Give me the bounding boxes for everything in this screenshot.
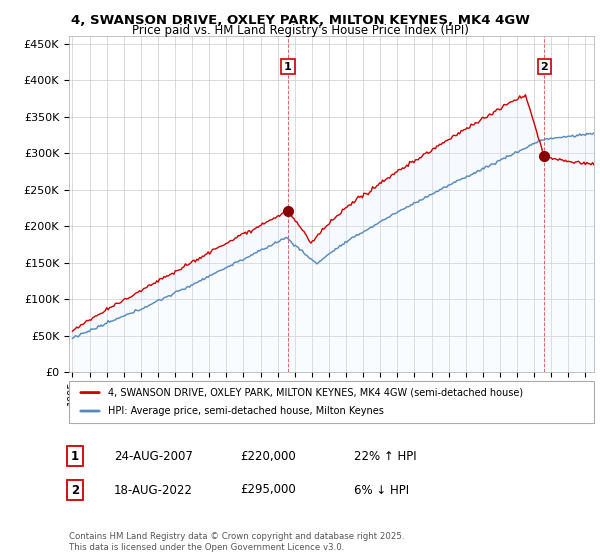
Text: 1: 1 — [284, 62, 292, 72]
Text: 18-AUG-2022: 18-AUG-2022 — [114, 483, 193, 497]
Text: £220,000: £220,000 — [240, 450, 296, 463]
Text: HPI: Average price, semi-detached house, Milton Keynes: HPI: Average price, semi-detached house,… — [108, 406, 384, 416]
Text: 4, SWANSON DRIVE, OXLEY PARK, MILTON KEYNES, MK4 4GW: 4, SWANSON DRIVE, OXLEY PARK, MILTON KEY… — [71, 14, 529, 27]
Text: 4, SWANSON DRIVE, OXLEY PARK, MILTON KEYNES, MK4 4GW (semi-detached house): 4, SWANSON DRIVE, OXLEY PARK, MILTON KEY… — [108, 388, 523, 398]
Text: 22% ↑ HPI: 22% ↑ HPI — [354, 450, 416, 463]
Text: 6% ↓ HPI: 6% ↓ HPI — [354, 483, 409, 497]
Text: 24-AUG-2007: 24-AUG-2007 — [114, 450, 193, 463]
Text: Contains HM Land Registry data © Crown copyright and database right 2025.
This d: Contains HM Land Registry data © Crown c… — [69, 532, 404, 552]
Text: 2: 2 — [71, 483, 79, 497]
Text: £295,000: £295,000 — [240, 483, 296, 497]
Text: 2: 2 — [541, 62, 548, 72]
Text: Price paid vs. HM Land Registry's House Price Index (HPI): Price paid vs. HM Land Registry's House … — [131, 24, 469, 37]
Text: 1: 1 — [71, 450, 79, 463]
